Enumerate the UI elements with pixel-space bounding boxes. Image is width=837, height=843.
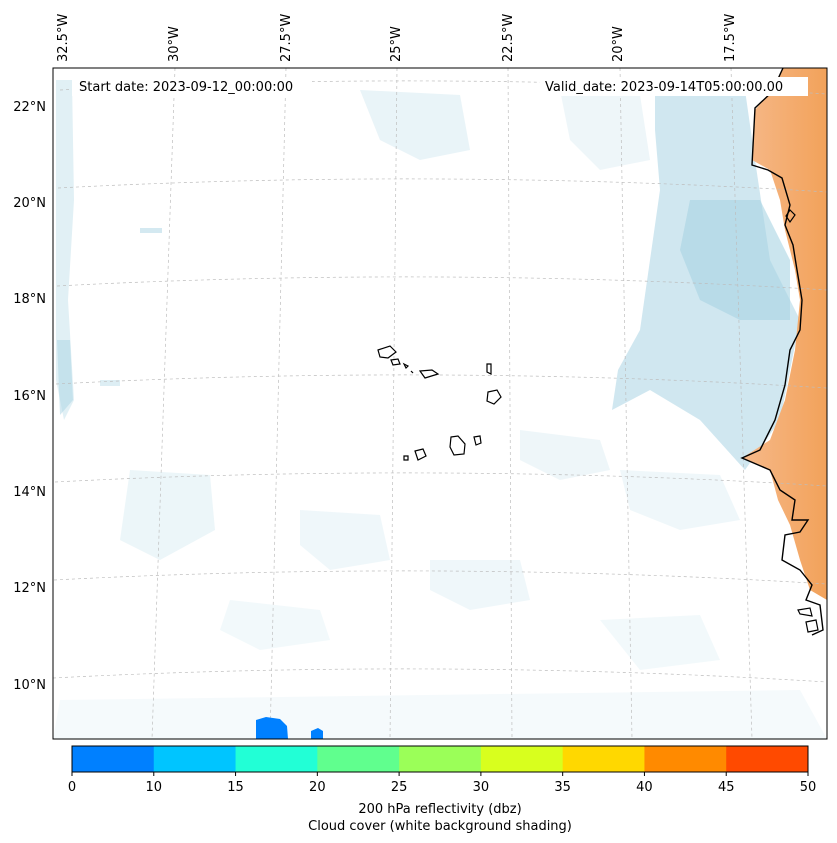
- colorbar-segment: [72, 746, 155, 772]
- colorbar: 0 10 15 20 25 30 35 40 45 50 200 hPa reflectivity…: [68, 745, 816, 834]
- map-area: Start date: 2023-09-12_00:00:00 Valid_da…: [53, 68, 827, 739]
- cabo-verde-islands: [377, 345, 502, 461]
- colorbar-tick-label: 30: [473, 780, 490, 795]
- colorbar-label-line1: 200 hPa reflectivity (dbz): [358, 802, 521, 817]
- colorbar-segment: [399, 746, 482, 772]
- map-frame: [52, 67, 828, 740]
- lat-label: 20°N: [13, 196, 46, 211]
- colorbar-tick-label: 25: [391, 780, 408, 795]
- latitude-labels: 22°N 20°N 18°N 16°N 14°N 12°N 10°N: [13, 100, 46, 693]
- coastline: [740, 68, 824, 636]
- lat-label: 14°N: [13, 485, 46, 500]
- lon-label: 30°W: [167, 26, 182, 62]
- longitude-labels: 32.5°W 30°W 27.5°W 25°W 22.5°W 20°W 17.5…: [56, 14, 738, 62]
- colorbar-segment: [153, 746, 237, 772]
- start-date-box: [72, 77, 312, 96]
- colorbar-tick-label: 40: [636, 780, 653, 795]
- valid-date-box: [540, 77, 808, 96]
- colorbar-tick-label: 20: [309, 780, 326, 795]
- lon-label: 32.5°W: [56, 14, 71, 62]
- lat-label: 10°N: [13, 678, 46, 693]
- coast-detail: [797, 607, 813, 617]
- colorbar-ticks: 0 10 15 20 25 30 35 40 45 50: [68, 772, 816, 795]
- lon-label: 22.5°W: [501, 14, 516, 62]
- coast-detail: [805, 619, 819, 633]
- start-date-text: Start date: 2023-09-12_00:00:00: [79, 80, 293, 95]
- coast-detail: [785, 209, 796, 224]
- lat-label: 22°N: [13, 100, 46, 115]
- lon-label: 17.5°W: [723, 14, 738, 62]
- colorbar-tick-label: 10: [146, 780, 163, 795]
- lat-label: 16°N: [13, 389, 46, 404]
- colorbar-segment: [235, 746, 318, 772]
- colorbar-tick-label: 50: [800, 780, 817, 795]
- colorbar-frame: [71, 745, 809, 773]
- colorbar-segment: [317, 746, 400, 772]
- reflectivity-blobs: [256, 717, 323, 739]
- cloud-cover-shading: [53, 80, 827, 739]
- colorbar-tick-label: 0: [68, 780, 76, 795]
- lon-label: 20°W: [611, 26, 626, 62]
- colorbar-tick-label: 15: [227, 780, 244, 795]
- colorbar-label-line2: Cloud cover (white background shading): [308, 819, 572, 834]
- lon-label: 27.5°W: [279, 14, 294, 62]
- colorbar-segment: [644, 746, 727, 772]
- colorbar-segments: [72, 746, 809, 772]
- lon-label: 25°W: [389, 26, 404, 62]
- colorbar-segment: [562, 746, 645, 772]
- colorbar-tick-label: 45: [718, 780, 735, 795]
- colorbar-tick-label: 35: [554, 780, 571, 795]
- valid-date-text: Valid_date: 2023-09-14T05:00:00.00: [545, 80, 783, 95]
- colorbar-segment: [726, 746, 809, 772]
- lat-label: 12°N: [13, 581, 46, 596]
- colorbar-segment: [480, 746, 564, 772]
- lat-label: 18°N: [13, 292, 46, 307]
